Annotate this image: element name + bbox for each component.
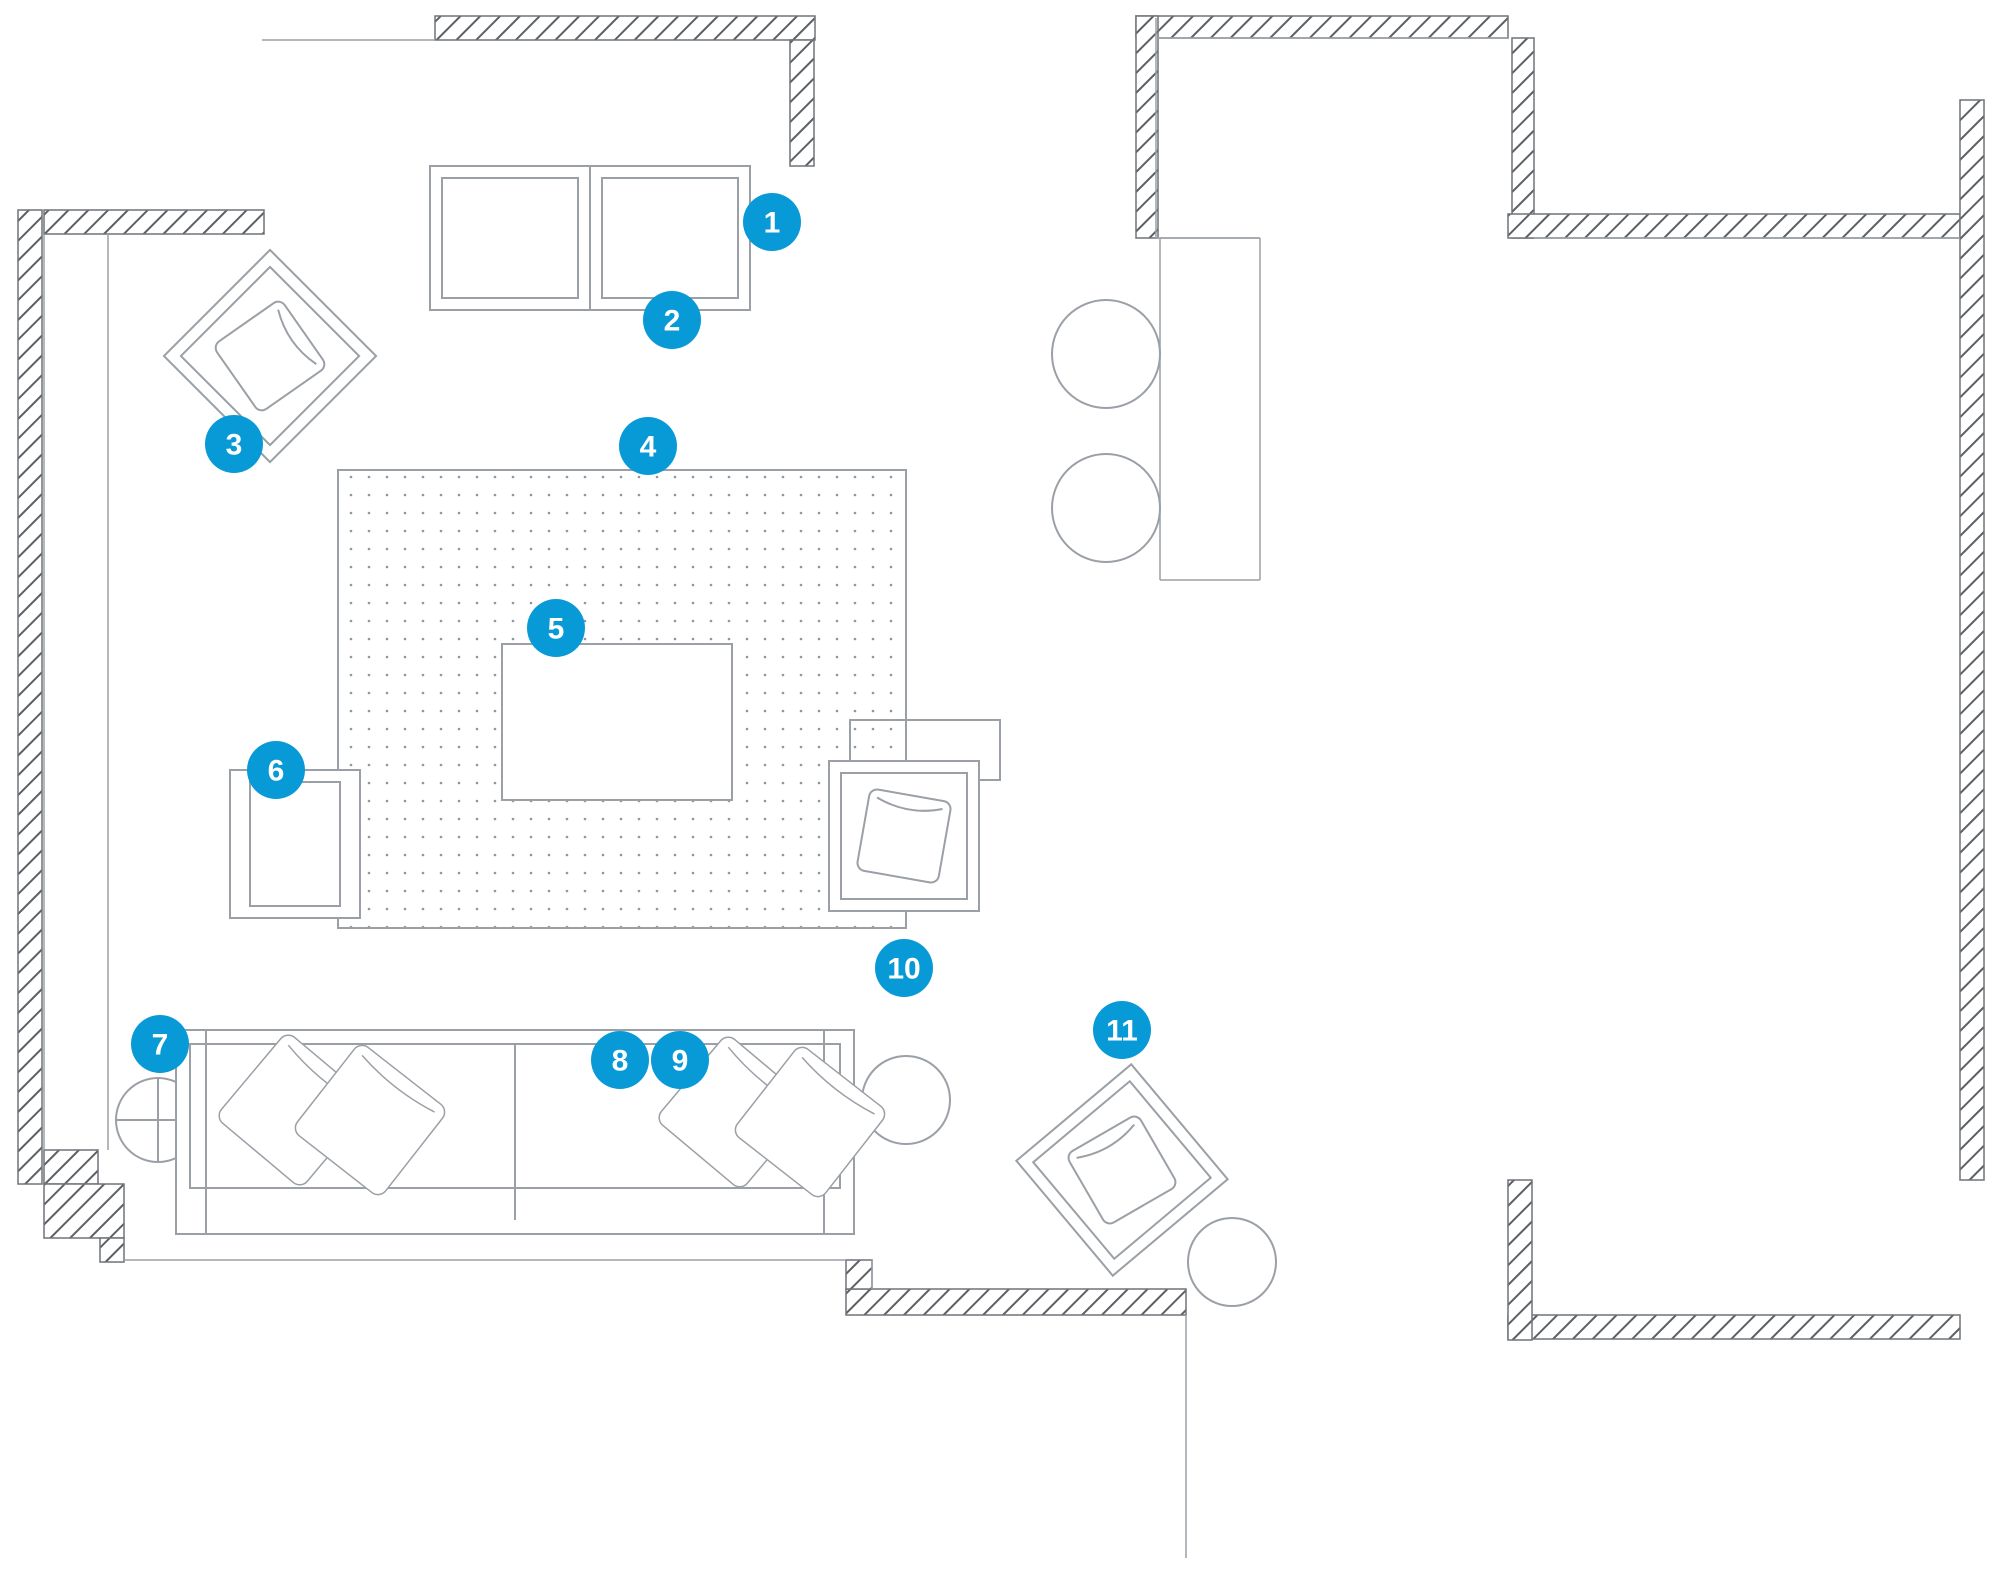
marker-7-label: 7 — [152, 1029, 169, 1062]
marker-11: 11 — [1093, 1001, 1151, 1059]
marker-10: 10 — [875, 939, 933, 997]
marker-11-label: 11 — [1106, 1015, 1138, 1048]
marker-5: 5 — [527, 599, 585, 657]
marker-1: 1 — [743, 193, 801, 251]
marker-4: 4 — [619, 417, 677, 475]
marker-7: 7 — [131, 1015, 189, 1073]
marker-8: 8 — [591, 1031, 649, 1089]
floorplan-diagram: 1 2 3 4 5 6 7 8 9 10 11 — [0, 0, 2000, 1589]
marker-2: 2 — [643, 291, 701, 349]
marker-9-label: 9 — [672, 1045, 689, 1078]
marker-4-label: 4 — [640, 431, 657, 464]
marker-5-label: 5 — [548, 613, 565, 646]
marker-6-label: 6 — [268, 755, 285, 788]
marker-1-label: 1 — [764, 207, 781, 240]
marker-9: 9 — [651, 1031, 709, 1089]
marker-8-label: 8 — [612, 1045, 629, 1078]
marker-6: 6 — [247, 741, 305, 799]
marker-3: 3 — [205, 415, 263, 473]
marker-2-label: 2 — [664, 305, 681, 338]
floorplan-svg: 1 2 3 4 5 6 7 8 9 10 11 — [0, 0, 2000, 1589]
marker-10-label: 10 — [887, 953, 920, 986]
marker-3-label: 3 — [226, 429, 243, 462]
